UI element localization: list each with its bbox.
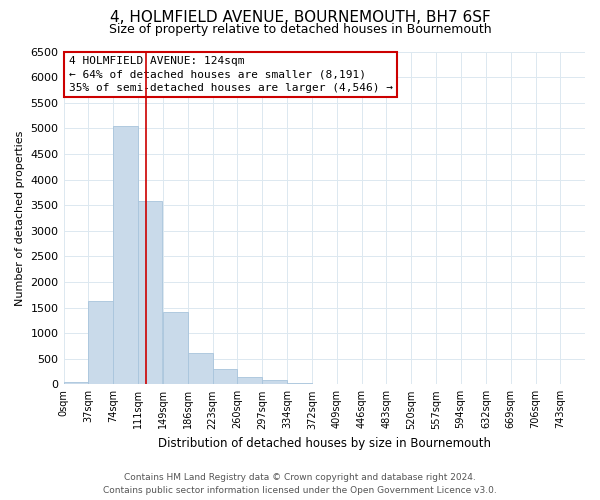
X-axis label: Distribution of detached houses by size in Bournemouth: Distribution of detached houses by size … [158,437,491,450]
Text: 4 HOLMFIELD AVENUE: 124sqm
← 64% of detached houses are smaller (8,191)
35% of s: 4 HOLMFIELD AVENUE: 124sqm ← 64% of deta… [69,56,393,93]
Bar [188,353,212,384]
Bar [212,369,238,384]
Bar [238,377,262,384]
Text: Contains HM Land Registry data © Crown copyright and database right 2024.
Contai: Contains HM Land Registry data © Crown c… [103,474,497,495]
Bar [138,201,163,384]
Bar [88,302,113,384]
Y-axis label: Number of detached properties: Number of detached properties [15,130,25,306]
Bar [64,382,88,384]
Bar [262,380,287,384]
Text: Size of property relative to detached houses in Bournemouth: Size of property relative to detached ho… [109,22,491,36]
Bar [163,312,188,384]
Bar [113,126,138,384]
Text: 4, HOLMFIELD AVENUE, BOURNEMOUTH, BH7 6SF: 4, HOLMFIELD AVENUE, BOURNEMOUTH, BH7 6S… [110,10,490,25]
